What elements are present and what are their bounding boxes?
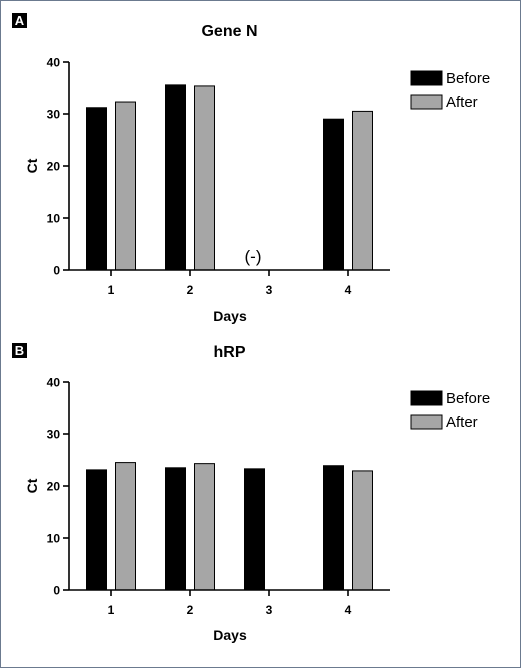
y-axis-label: Ct [24,478,40,493]
x-tick-label: 4 [345,283,352,297]
bar-before-day-4 [323,118,344,271]
legend-swatch-after [410,414,443,430]
legend-swatch-before [410,390,443,406]
panel-letter-box [12,343,27,358]
bar-after-day-4 [352,470,373,591]
bar-after-day-2 [194,85,215,271]
bar-after-day-1 [115,462,136,591]
panel-letter: A [15,13,25,28]
y-tick-label: 0 [53,584,60,598]
bar-after-day-1 [115,101,136,271]
x-tick-label: 4 [345,603,352,617]
legend-label-after: After [446,414,478,431]
y-tick-label: 40 [47,56,61,70]
x-axis-label: Days [213,308,247,324]
bar-before-day-1 [86,107,107,271]
legend-swatch-before [410,70,443,86]
x-tick-label: 1 [108,283,115,297]
legend-label-after: After [446,94,478,111]
x-tick-label: 1 [108,603,115,617]
bar-before-day-1 [86,469,107,591]
x-tick-label: 3 [266,603,273,617]
x-tick-label: 2 [187,603,194,617]
legend-label-before: Before [446,70,490,87]
y-tick-label: 0 [53,264,60,278]
y-axis-label: Ct [24,158,40,173]
x-axis-label: Days [213,627,247,643]
y-tick-label: 10 [47,532,61,546]
y-tick-label: 40 [47,376,61,390]
y-tick-label: 30 [47,108,61,122]
bar-after-day-4 [352,110,373,271]
bar-before-day-2 [165,467,186,591]
chart-title: hRP [214,344,246,361]
legend-swatch-after [410,94,443,110]
y-tick-label: 20 [47,160,61,174]
x-tick-label: 2 [187,283,194,297]
bar-before-day-2 [165,84,186,271]
y-tick-label: 30 [47,428,61,442]
x-tick-label: 3 [266,283,273,297]
panel-letter-box [12,13,27,28]
panel-letter: B [15,343,24,358]
y-tick-label: 10 [47,212,61,226]
no-detection-annotation: (-) [245,247,262,266]
bar-after-day-2 [194,463,215,591]
y-tick-label: 20 [47,480,61,494]
bar-before-day-3 [244,468,265,591]
chart-title: Gene N [201,23,257,40]
bar-before-day-4 [323,465,344,591]
legend-label-before: Before [446,390,490,407]
